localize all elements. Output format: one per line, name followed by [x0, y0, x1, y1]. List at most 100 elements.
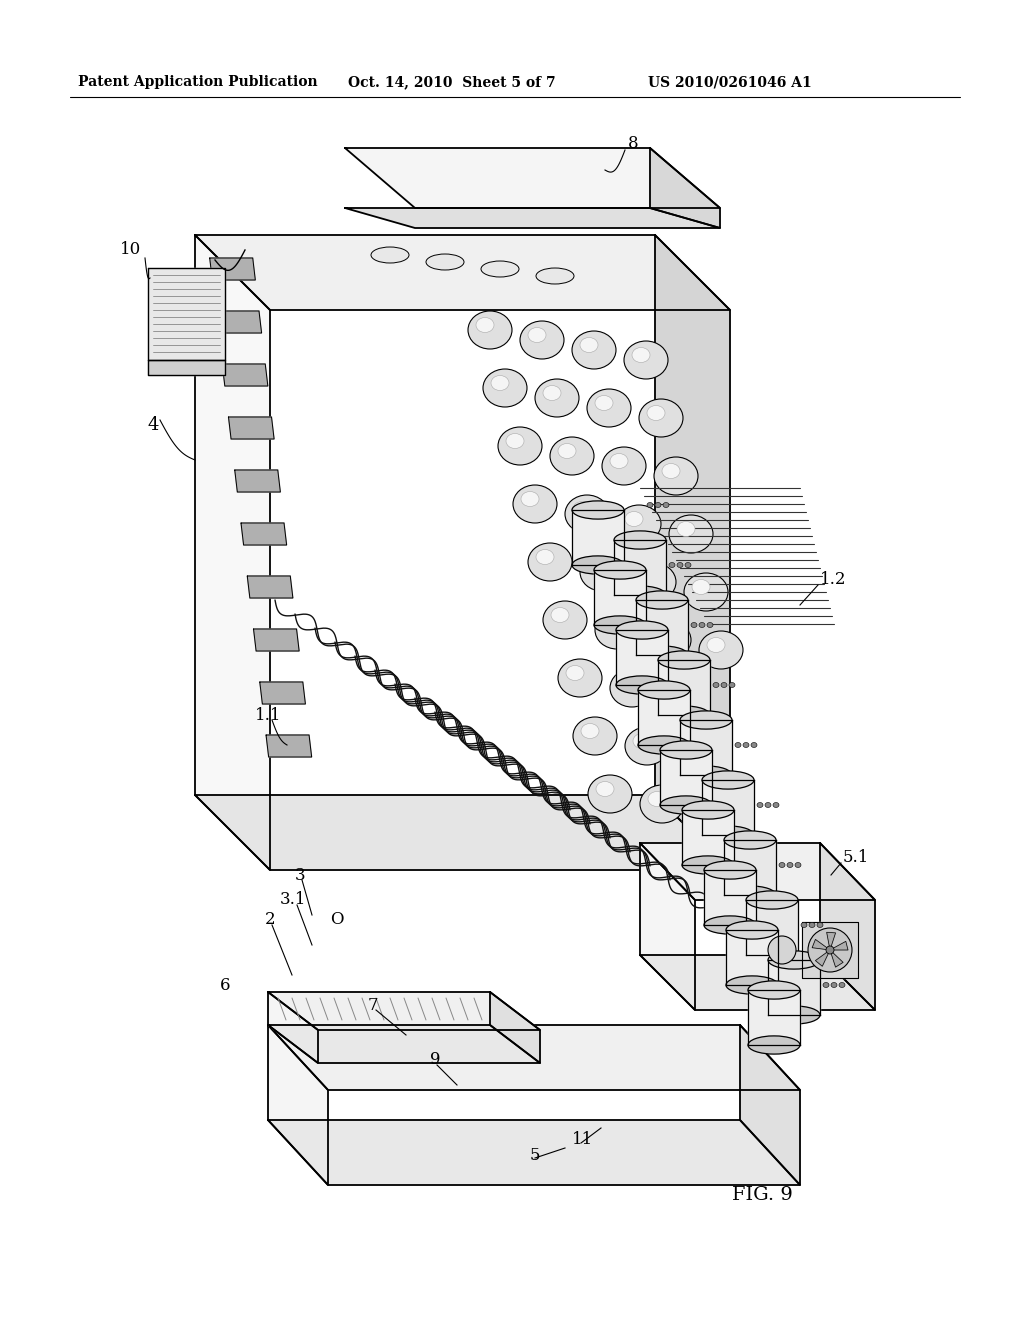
Text: 4: 4 — [147, 416, 159, 434]
Ellipse shape — [699, 631, 743, 669]
Text: 1.1: 1.1 — [255, 706, 282, 723]
Ellipse shape — [638, 681, 690, 700]
Polygon shape — [216, 312, 261, 333]
Ellipse shape — [685, 743, 703, 759]
Ellipse shape — [702, 771, 754, 789]
Ellipse shape — [594, 561, 646, 579]
Ellipse shape — [743, 742, 749, 747]
Polygon shape — [268, 1119, 800, 1185]
Ellipse shape — [603, 618, 621, 632]
Ellipse shape — [558, 659, 602, 697]
Polygon shape — [210, 257, 255, 280]
Ellipse shape — [746, 946, 798, 964]
Polygon shape — [826, 932, 836, 950]
Ellipse shape — [680, 766, 732, 784]
Ellipse shape — [773, 803, 779, 808]
Ellipse shape — [624, 341, 668, 379]
Ellipse shape — [707, 638, 725, 652]
Ellipse shape — [483, 370, 527, 407]
Text: FIG. 9: FIG. 9 — [732, 1185, 793, 1204]
Ellipse shape — [692, 795, 736, 833]
Ellipse shape — [713, 682, 719, 688]
Polygon shape — [640, 843, 695, 1010]
Ellipse shape — [700, 801, 718, 817]
Ellipse shape — [594, 616, 646, 634]
Ellipse shape — [639, 399, 683, 437]
Ellipse shape — [831, 982, 837, 987]
Ellipse shape — [536, 549, 554, 565]
Ellipse shape — [528, 327, 546, 342]
Polygon shape — [748, 990, 800, 1045]
Polygon shape — [594, 570, 646, 624]
Ellipse shape — [558, 444, 575, 458]
Ellipse shape — [566, 665, 584, 681]
Polygon shape — [705, 870, 756, 925]
Text: 5.1: 5.1 — [843, 850, 869, 866]
Ellipse shape — [684, 573, 728, 611]
Polygon shape — [148, 268, 225, 360]
Ellipse shape — [543, 601, 587, 639]
Ellipse shape — [543, 385, 561, 400]
Text: O: O — [330, 912, 343, 928]
Text: 11: 11 — [572, 1131, 593, 1148]
Polygon shape — [815, 950, 830, 966]
Ellipse shape — [573, 502, 591, 516]
Ellipse shape — [580, 338, 598, 352]
Polygon shape — [490, 993, 540, 1063]
Polygon shape — [614, 540, 666, 595]
Polygon shape — [658, 660, 710, 715]
Ellipse shape — [647, 620, 691, 659]
Ellipse shape — [588, 560, 606, 574]
Ellipse shape — [614, 586, 666, 605]
Ellipse shape — [616, 676, 668, 694]
Polygon shape — [268, 1026, 800, 1090]
Ellipse shape — [817, 923, 823, 928]
Polygon shape — [254, 630, 299, 651]
Ellipse shape — [580, 553, 624, 591]
Polygon shape — [830, 950, 843, 968]
Ellipse shape — [614, 531, 666, 549]
Text: 5: 5 — [530, 1147, 541, 1163]
Ellipse shape — [669, 562, 675, 568]
Polygon shape — [802, 921, 858, 978]
Ellipse shape — [801, 923, 807, 928]
Ellipse shape — [682, 801, 734, 820]
Polygon shape — [572, 510, 624, 565]
Ellipse shape — [735, 742, 741, 747]
Polygon shape — [680, 719, 732, 775]
Polygon shape — [830, 941, 848, 950]
Ellipse shape — [662, 678, 706, 717]
Text: 3.1: 3.1 — [280, 891, 306, 908]
Ellipse shape — [809, 923, 815, 928]
Ellipse shape — [729, 682, 735, 688]
Text: Patent Application Publication: Patent Application Publication — [78, 75, 317, 88]
Polygon shape — [195, 795, 730, 870]
Ellipse shape — [572, 331, 616, 370]
Ellipse shape — [616, 620, 668, 639]
Ellipse shape — [551, 607, 569, 623]
Ellipse shape — [565, 495, 609, 533]
Ellipse shape — [705, 861, 756, 879]
Ellipse shape — [670, 685, 688, 701]
Ellipse shape — [685, 562, 691, 568]
Ellipse shape — [677, 737, 721, 775]
Polygon shape — [682, 810, 734, 865]
Text: 6: 6 — [220, 977, 230, 994]
Ellipse shape — [521, 491, 539, 507]
Polygon shape — [640, 954, 874, 1010]
Ellipse shape — [699, 623, 705, 627]
Text: 1.2: 1.2 — [820, 572, 847, 589]
Ellipse shape — [535, 379, 579, 417]
Ellipse shape — [581, 723, 599, 738]
Polygon shape — [345, 209, 720, 228]
Ellipse shape — [680, 711, 732, 729]
Ellipse shape — [617, 506, 662, 543]
Ellipse shape — [602, 447, 646, 484]
Polygon shape — [345, 148, 720, 209]
Ellipse shape — [506, 433, 524, 449]
Polygon shape — [660, 750, 712, 805]
Ellipse shape — [677, 562, 683, 568]
Polygon shape — [820, 843, 874, 1010]
Ellipse shape — [705, 916, 756, 935]
Ellipse shape — [682, 855, 734, 874]
